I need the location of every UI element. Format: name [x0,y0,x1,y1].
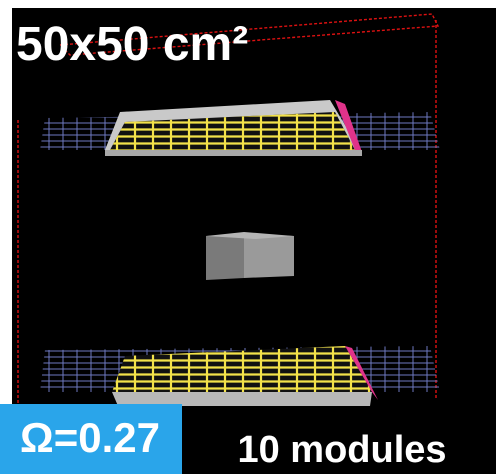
size-label: 50x50 cm² [16,18,248,71]
modules-label: 10 modules [237,429,446,471]
page: 50x50 cm² Ω=0.27 10 modules (() => { con… [0,0,496,474]
omega-label: Ω=0.27 [20,414,160,461]
target-block [206,232,294,280]
detector-view: 50x50 cm² Ω=0.27 10 modules [0,0,496,474]
